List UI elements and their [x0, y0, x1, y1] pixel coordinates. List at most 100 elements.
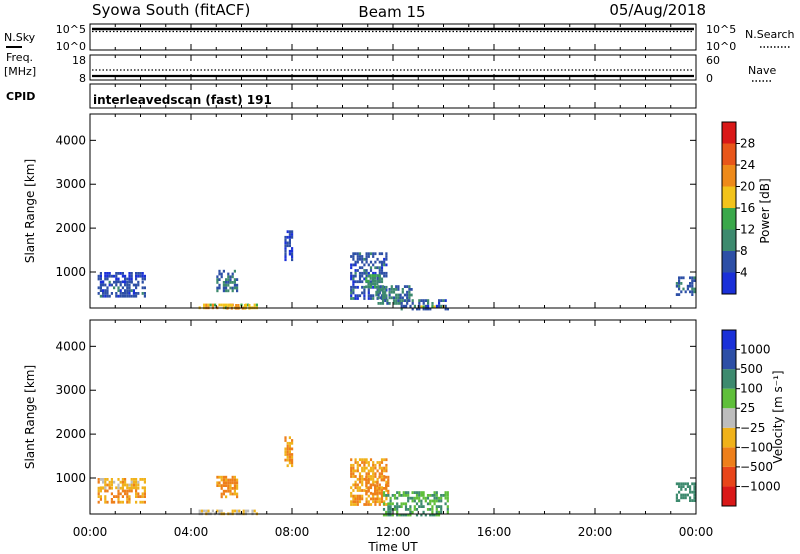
velocity-cell: [387, 475, 390, 479]
velocity-cell: [115, 495, 118, 498]
power-cell: [392, 296, 396, 300]
velocity-cell: [369, 458, 373, 462]
power-colorbar-tick-label: 4: [740, 266, 748, 280]
power-cell: [350, 285, 353, 289]
velocity-cell: [400, 505, 403, 508]
velocity-cell: [372, 461, 375, 464]
power-cell: [693, 279, 696, 282]
velocity-cell: [391, 494, 394, 497]
power-cell: [225, 289, 228, 293]
power-cell: [233, 286, 236, 290]
power-cell: [102, 289, 105, 292]
power-cell: [253, 303, 256, 307]
velocity-cell: [143, 489, 146, 493]
power-cell: [390, 285, 393, 288]
power-cell: [678, 284, 681, 288]
velocity-cell: [420, 491, 423, 494]
velocity-cell: [435, 513, 438, 517]
velocity-cell: [446, 496, 449, 500]
power-cell: [130, 274, 133, 278]
velocity-cell: [284, 458, 287, 462]
power-cell: [104, 289, 107, 292]
freq-rtick-bottom: 0: [706, 72, 713, 85]
power-cell: [128, 283, 131, 287]
velocity-cell: [415, 494, 419, 497]
power-cell: [110, 292, 113, 295]
velocity-cell: [372, 472, 375, 476]
power-cell: [135, 272, 138, 275]
velocity-cell: [104, 495, 107, 498]
velocity-cell: [678, 490, 681, 494]
power-cell: [284, 247, 287, 250]
velocity-cell: [236, 478, 239, 482]
velocity-cell: [693, 488, 696, 491]
velocity-cell: [675, 482, 678, 486]
velocity-cell: [365, 472, 368, 476]
power-cell: [383, 274, 386, 278]
velocity-cell: [684, 493, 687, 497]
velocity-cell: [352, 469, 355, 473]
velocity-cell: [126, 483, 129, 487]
velocity-cell: [352, 500, 355, 504]
velocity-cell: [130, 483, 133, 487]
colorbar-segment: [722, 143, 736, 165]
power-cell: [124, 283, 127, 287]
power-patch: [216, 269, 239, 293]
velocity-cell: [680, 496, 683, 500]
velocity-cell: [358, 489, 362, 492]
velocity-cell: [383, 500, 386, 504]
velocity-cell: [420, 513, 423, 517]
power-cell: [354, 263, 357, 267]
velocity-cell: [385, 487, 388, 490]
power-colorbar-tick-label: 16: [740, 201, 755, 215]
velocity-cell: [420, 494, 423, 497]
power-cell: [102, 283, 105, 287]
power-cell: [119, 294, 122, 298]
velocity-cell: [233, 487, 236, 490]
power-cell: [675, 284, 678, 288]
velocity-cell: [121, 483, 124, 487]
power-cell: [291, 230, 294, 234]
velocity-cell: [393, 494, 397, 497]
velocity-cell: [418, 494, 421, 497]
velocity-cell: [415, 513, 419, 517]
power-cell: [372, 294, 375, 298]
velocity-cell: [356, 461, 359, 464]
velocity-cell: [126, 486, 129, 490]
velocity-cell: [251, 509, 254, 513]
velocity-cell: [367, 478, 370, 482]
power-cell: [119, 289, 122, 292]
velocity-cell: [407, 508, 410, 511]
power-cell: [363, 277, 366, 281]
velocity-yticks: 1000 2000 3000 4000: [55, 339, 696, 485]
power-cell: [115, 277, 118, 281]
velocity-cell: [286, 455, 289, 459]
power-cell: [218, 278, 221, 281]
velocity-cell: [128, 500, 131, 504]
velocity-cell: [396, 510, 399, 514]
power-cell: [397, 293, 400, 297]
power-cell: [378, 279, 381, 283]
power-cell: [284, 241, 287, 245]
velocity-cell: [413, 491, 416, 494]
y-tick-label: 1000: [55, 265, 86, 279]
velocity-cell: [382, 502, 386, 506]
power-cell: [137, 274, 140, 278]
nsky-ytick-top: 10^5: [56, 23, 86, 36]
power-cell: [361, 257, 364, 261]
power-cell: [137, 272, 140, 275]
power-cell: [352, 274, 355, 278]
power-cell: [408, 288, 411, 291]
power-cell: [228, 304, 231, 307]
velocity-cell: [693, 499, 696, 502]
velocity-cell: [291, 461, 294, 465]
velocity-cell: [383, 466, 386, 470]
power-cell: [444, 299, 447, 302]
power-cell: [229, 286, 232, 290]
velocity-cell: [97, 489, 100, 493]
power-cell: [385, 271, 388, 275]
velocity-cell: [367, 503, 370, 506]
power-cell: [424, 304, 427, 308]
power-cell: [354, 294, 357, 298]
velocity-cell: [693, 493, 696, 497]
